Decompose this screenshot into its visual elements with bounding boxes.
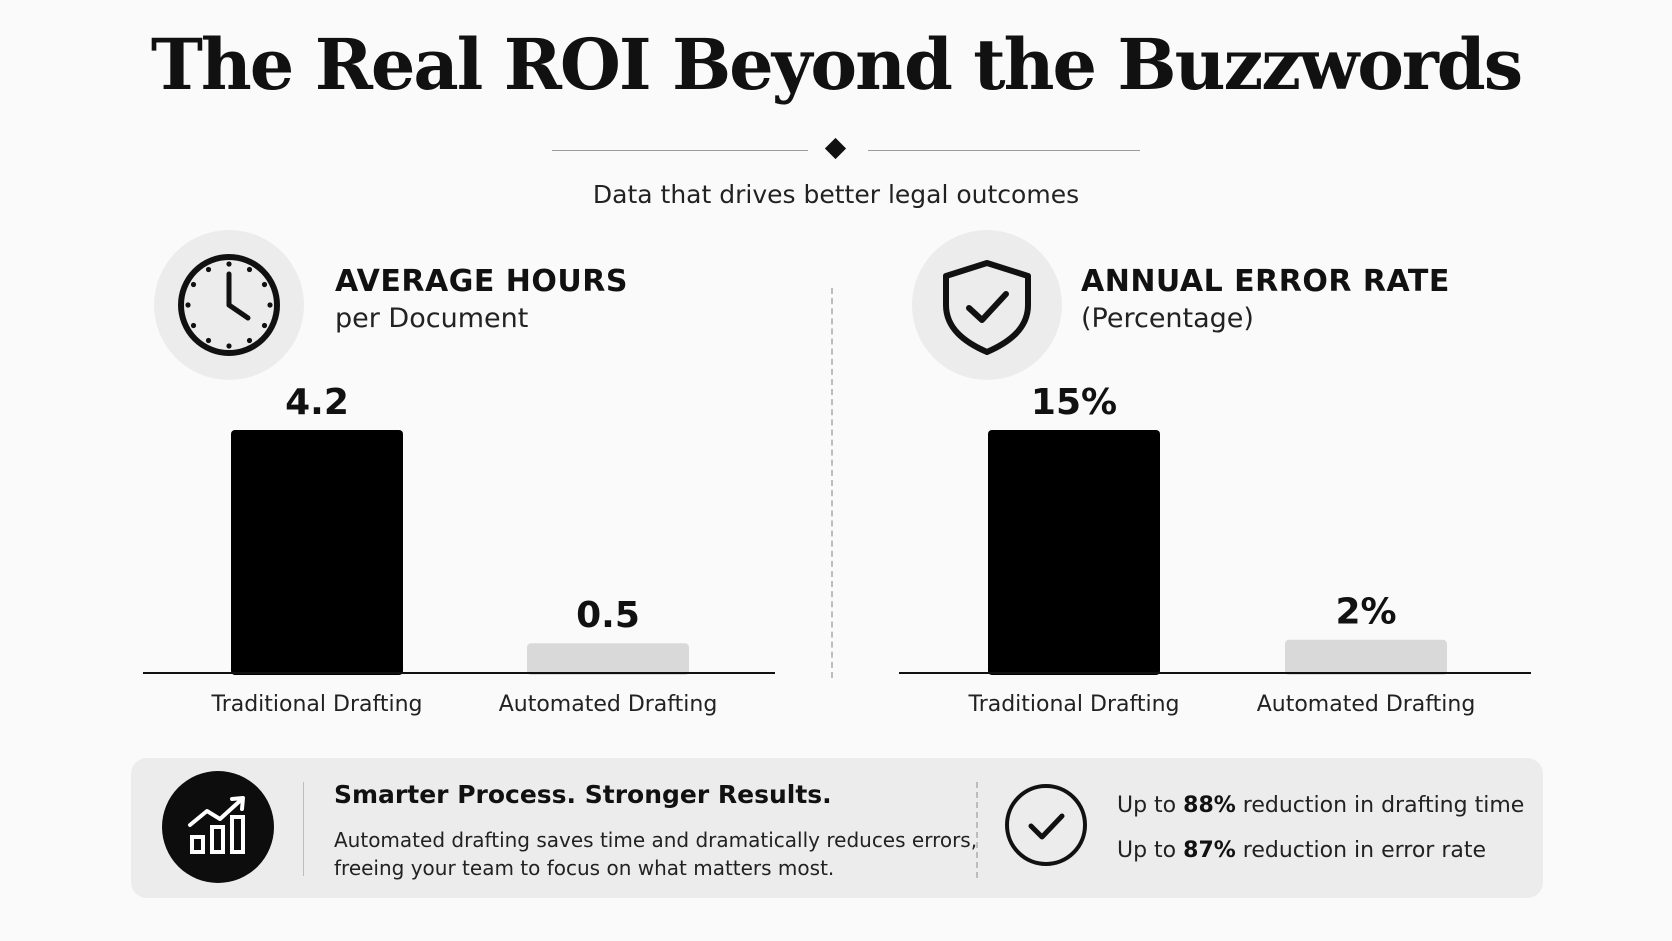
- chart2-value-label-1: 15%: [1031, 382, 1117, 423]
- chart2-subtitle: (Percentage): [1081, 303, 1254, 334]
- stat-prefix: Up to: [1117, 838, 1184, 863]
- check-circle-background: [1005, 784, 1087, 866]
- page-subtitle: Data that drives better legal outcomes: [592, 180, 1080, 209]
- stat-drafting-time: Up to 88% reduction in drafting time: [1117, 793, 1524, 818]
- title-divider-left: [552, 150, 808, 151]
- charts-divider: [831, 288, 833, 678]
- chart2-category-label-1: Traditional Drafting: [967, 692, 1179, 717]
- title-divider-right: [868, 150, 1140, 151]
- summary-title: Smarter Process. Stronger Results.: [334, 780, 832, 809]
- chart1-bar-2: [527, 643, 689, 675]
- summary-description-line1: Automated drafting saves time and dramat…: [334, 828, 978, 852]
- summary-description: Automated drafting saves time and dramat…: [334, 826, 977, 882]
- chart2-bar-2: [1285, 639, 1447, 675]
- stat-value: 88%: [1183, 793, 1236, 818]
- page-title: The Real ROI Beyond the Buzzwords: [150, 23, 1523, 106]
- stat-error-rate: Up to 87% reduction in error rate: [1117, 838, 1486, 863]
- growth-chart-icon: [188, 796, 245, 854]
- chart1-value-label-1: 4.2: [285, 382, 349, 423]
- stat-suffix: reduction in drafting time: [1235, 793, 1525, 818]
- chart1-subtitle: per Document: [335, 303, 529, 334]
- stat-suffix: reduction in error rate: [1235, 838, 1487, 863]
- chart1-value-label-2: 0.5: [576, 595, 640, 636]
- shield-icon-background: [912, 230, 1062, 380]
- panel-divider: [303, 782, 304, 876]
- chart2-bar-1: [988, 430, 1160, 675]
- chart2-title: ANNUAL ERROR RATE: [1081, 264, 1450, 299]
- stat-value: 87%: [1183, 838, 1236, 863]
- chart1-bar-1: [231, 430, 403, 675]
- stat-prefix: Up to: [1117, 793, 1184, 818]
- summary-description-line2: freeing your team to focus on what matte…: [334, 856, 835, 880]
- chart2-category-label-2: Automated Drafting: [1257, 692, 1476, 717]
- clock-icon: [178, 254, 280, 356]
- chart1-category-label-2: Automated Drafting: [499, 692, 718, 717]
- panel-dashed-divider: [976, 782, 978, 878]
- chart2-value-label-2: 2%: [1335, 592, 1396, 633]
- check-circle-icon: [1028, 813, 1065, 840]
- shield-check-icon: [943, 260, 1031, 355]
- chart1-title: AVERAGE HOURS: [335, 264, 628, 299]
- summary-panel: [131, 758, 1543, 898]
- chart1-category-label-1: Traditional Drafting: [210, 692, 422, 717]
